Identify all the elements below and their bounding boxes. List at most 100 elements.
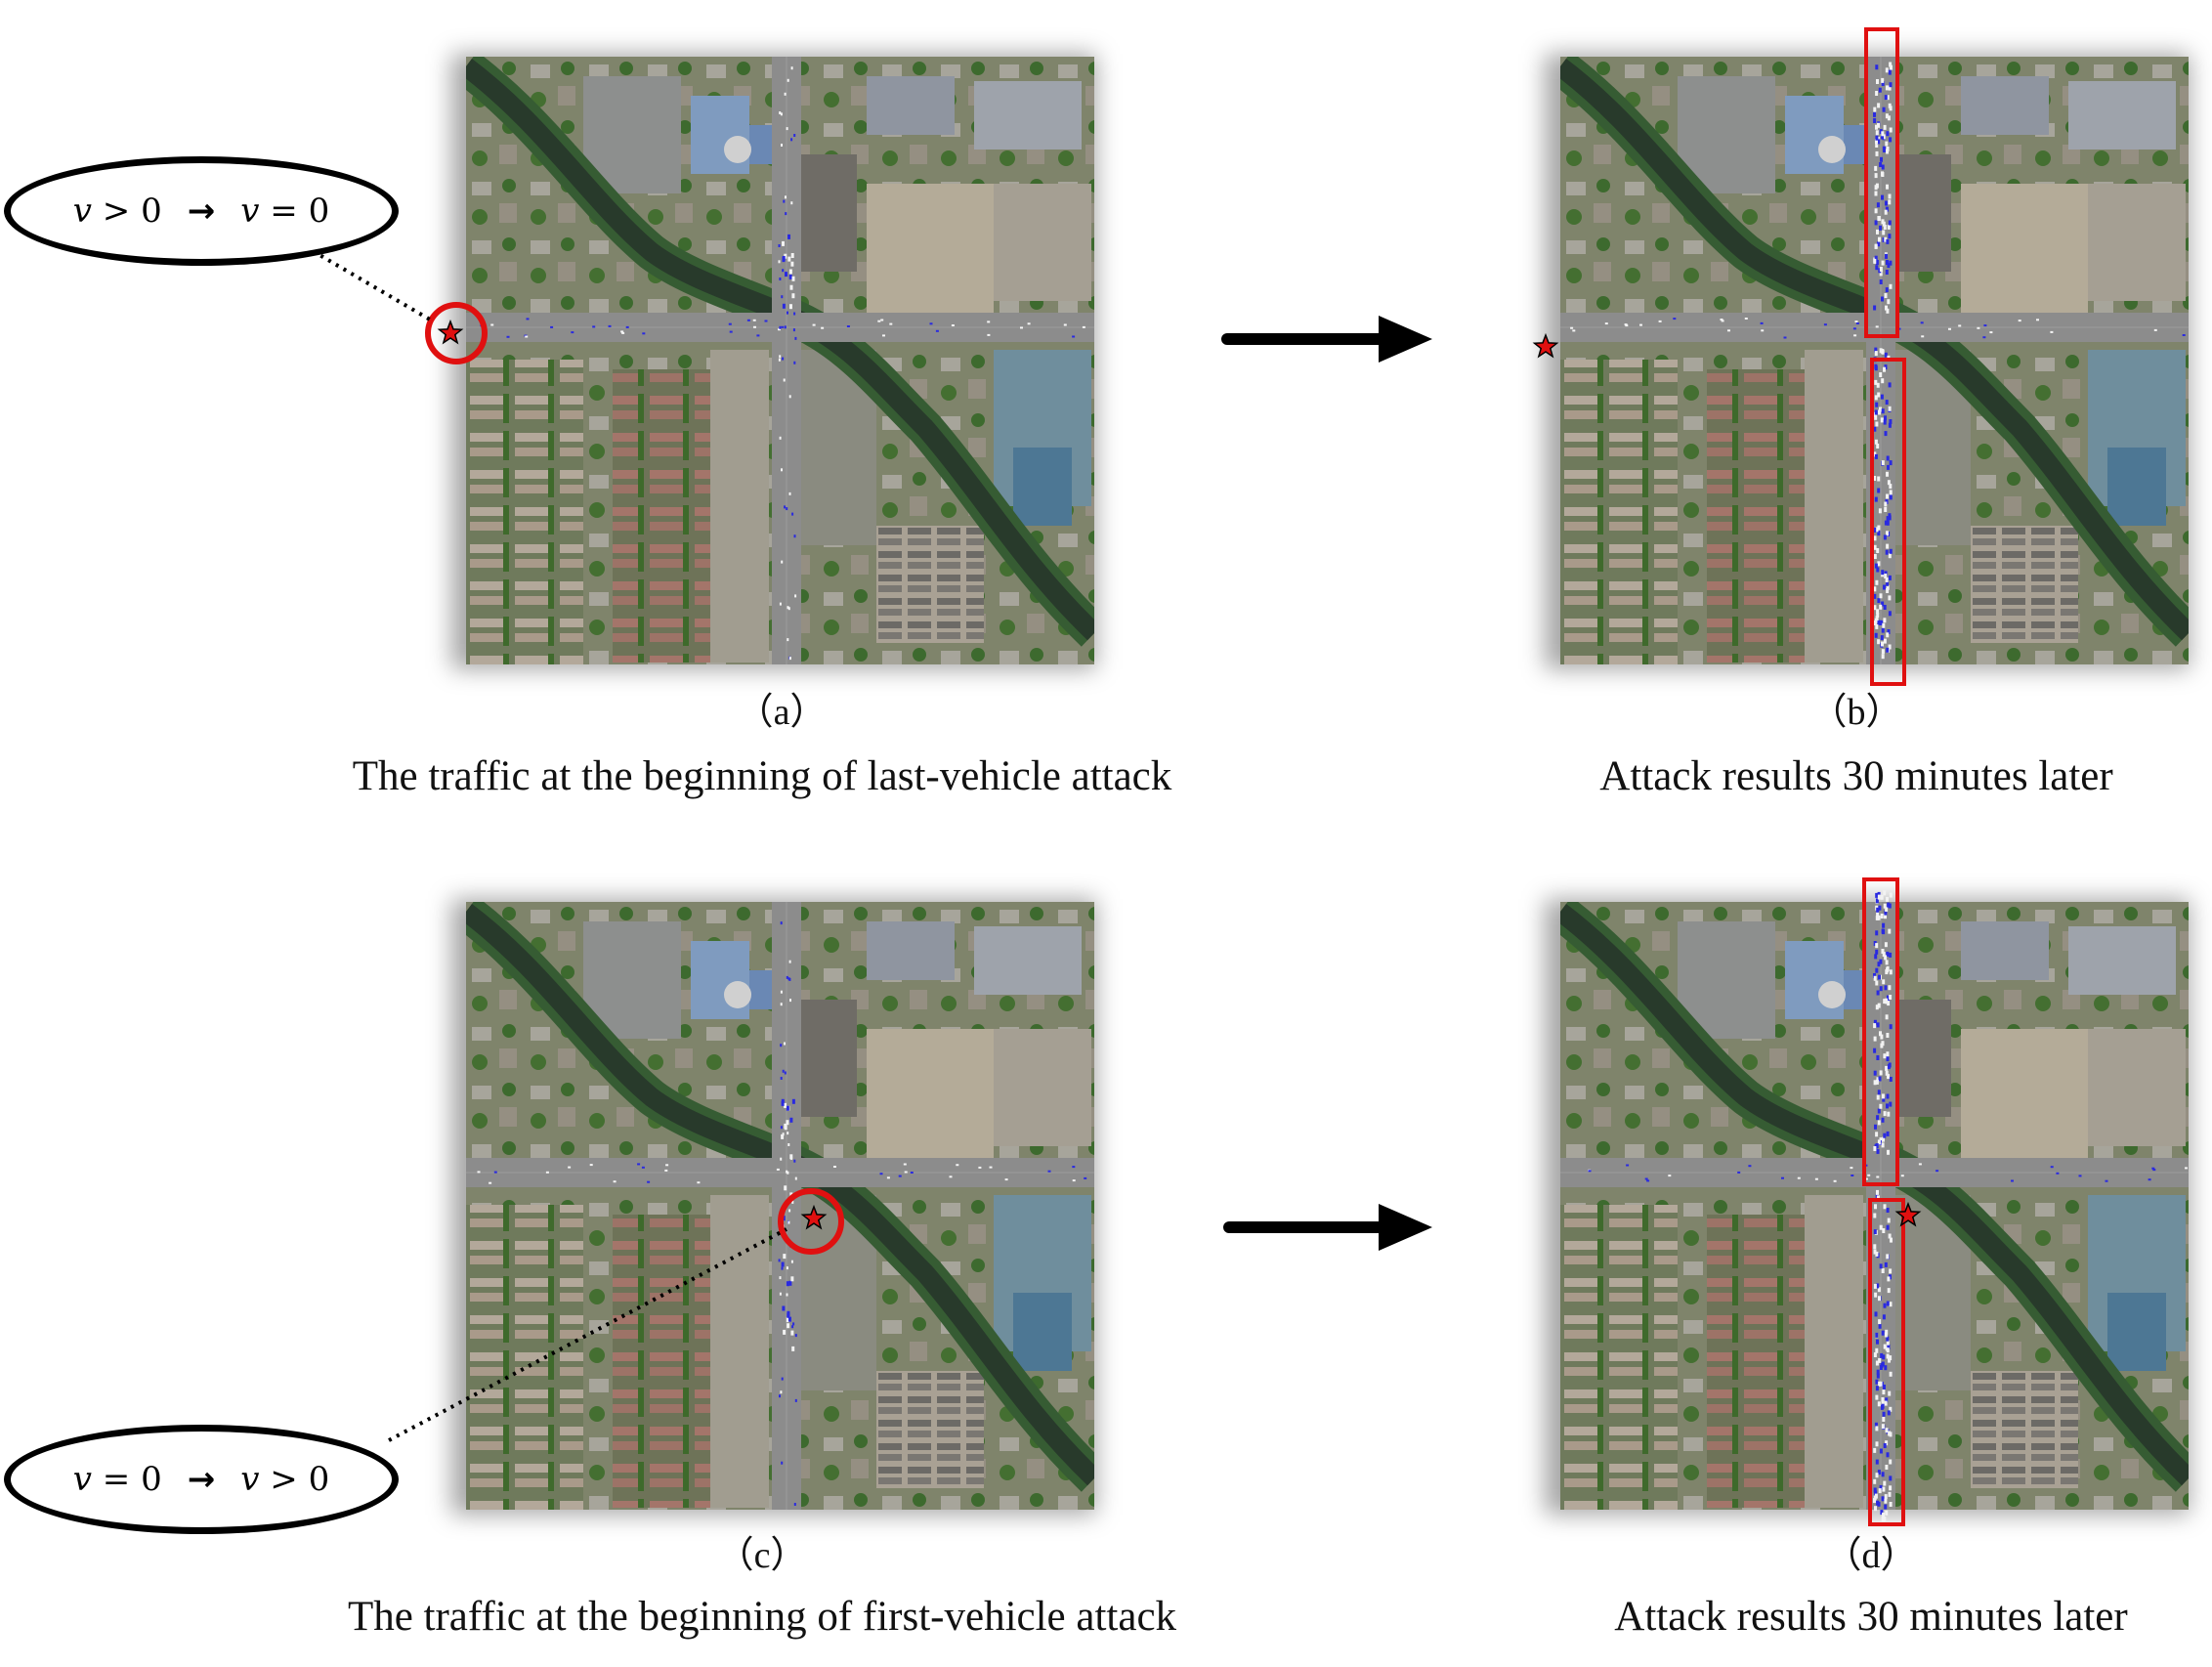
vehicle-marker [613, 1180, 617, 1183]
vehicle-marker [1883, 1517, 1887, 1522]
vehicle-marker [1884, 1504, 1888, 1510]
vehicle-marker [1886, 1208, 1890, 1213]
vehicle-marker [1887, 1149, 1890, 1155]
vehicle-marker [1887, 1111, 1891, 1117]
vehicle-marker [1883, 1111, 1887, 1117]
vehicle-marker [2105, 1179, 2108, 1182]
vehicle-marker [1886, 1056, 1890, 1062]
vehicle-marker [1823, 323, 1827, 326]
panel-label-b: （b） [1809, 692, 1903, 733]
vehicle-marker [786, 1120, 789, 1126]
vehicle-marker [812, 323, 816, 326]
vehicle-marker [1877, 241, 1881, 247]
vehicle-marker [882, 334, 885, 337]
vehicle-marker [1881, 460, 1885, 466]
vehicle-marker [794, 1176, 797, 1180]
vehicle-marker [788, 1280, 792, 1286]
vehicle-marker [1781, 1176, 1784, 1179]
vehicle-marker [1885, 1014, 1889, 1020]
vehicle-marker [1873, 1447, 1877, 1453]
vehicle-marker [787, 1312, 790, 1318]
vehicle-marker [791, 1098, 795, 1104]
vehicle-marker [1881, 1361, 1885, 1367]
vehicle-marker [1883, 584, 1886, 590]
vehicle-marker [1880, 394, 1884, 400]
vehicle-marker [779, 602, 782, 606]
vehicle-marker [784, 325, 787, 329]
vehicle-marker [1875, 91, 1879, 96]
vehicle-marker [780, 990, 783, 994]
caption-a: The traffic at the beginning of last-veh… [352, 753, 1172, 799]
vehicle-marker [784, 505, 787, 509]
vehicle-marker [1646, 1179, 1650, 1182]
vehicle-marker [1875, 124, 1878, 130]
vehicle-marker [1886, 647, 1890, 653]
vehicle-marker [764, 320, 768, 322]
vehicle-marker [1639, 323, 1642, 326]
panel-label-c: （c） [716, 1535, 808, 1576]
vehicle-marker [1588, 1170, 1592, 1173]
vehicle-marker [1889, 1302, 1893, 1307]
vehicle-marker [1873, 620, 1877, 625]
vehicle-marker [1875, 1426, 1879, 1432]
vehicle-marker [1877, 1108, 1881, 1114]
vehicle-marker [1570, 326, 1574, 329]
vehicle-marker [1878, 236, 1881, 242]
vehicle-marker [788, 977, 791, 981]
vehicle-marker [1878, 508, 1882, 514]
vehicle-marker [785, 272, 787, 278]
vehicle-marker [1644, 1177, 1648, 1180]
vehicle-marker [1873, 535, 1877, 541]
vehicle-marker [1886, 1254, 1890, 1260]
vehicle-marker [1881, 171, 1884, 177]
vehicle-marker [550, 325, 554, 328]
vehicle-marker [903, 1163, 907, 1166]
vehicle-marker [1888, 1390, 1892, 1396]
vehicle-marker [1888, 382, 1892, 388]
vehicle-marker [790, 1276, 794, 1282]
vehicle-marker [1886, 1336, 1890, 1342]
vehicle-marker [1884, 985, 1888, 991]
vehicle-marker [1875, 1386, 1879, 1391]
vehicle-marker [784, 1071, 787, 1075]
vehicle-marker [1875, 1079, 1879, 1085]
vehicle-marker [782, 1069, 785, 1073]
vehicle-marker [1889, 1077, 1893, 1082]
vehicle-marker [1889, 1406, 1893, 1412]
vehicle-marker [1889, 137, 1893, 143]
vehicle-marker [1889, 484, 1893, 490]
vehicle-marker [1876, 1373, 1880, 1379]
vehicle-marker [1875, 64, 1879, 70]
vehicle-marker [1877, 1003, 1881, 1008]
vehicle-marker [787, 1171, 789, 1175]
vehicle-marker [1876, 609, 1880, 615]
vehicle-marker [1879, 348, 1883, 354]
vehicle-marker [788, 1209, 791, 1213]
vehicle-marker [1889, 952, 1893, 958]
vehicle-marker [568, 1166, 572, 1169]
callout-bottom-right-var: v [240, 1460, 260, 1499]
vehicle-marker [1874, 409, 1878, 415]
vehicle-marker [1850, 1175, 1854, 1176]
vehicle-marker [1883, 1204, 1887, 1210]
highlight-circle [425, 302, 488, 364]
vehicle-marker [1885, 270, 1889, 275]
vehicle-marker [784, 1125, 787, 1131]
vehicle-marker [1874, 1292, 1878, 1298]
vehicle-marker [793, 361, 796, 364]
vehicle-marker [1814, 1177, 1818, 1180]
vehicle-marker [1884, 942, 1888, 948]
vehicle-marker [697, 1181, 701, 1184]
vehicle-marker [1877, 894, 1881, 900]
vehicle-marker [1876, 1500, 1880, 1506]
vehicle-marker [1876, 1115, 1880, 1121]
vehicle-marker [1881, 164, 1885, 170]
vehicle-marker [1874, 563, 1878, 569]
vehicle-marker [1883, 366, 1886, 372]
vehicle-marker [790, 1330, 794, 1336]
panel-label-d: （d） [1824, 1535, 1918, 1576]
vehicle-marker [1658, 320, 1662, 322]
vehicle-marker [2018, 320, 2021, 322]
vehicle-marker [1881, 296, 1884, 302]
